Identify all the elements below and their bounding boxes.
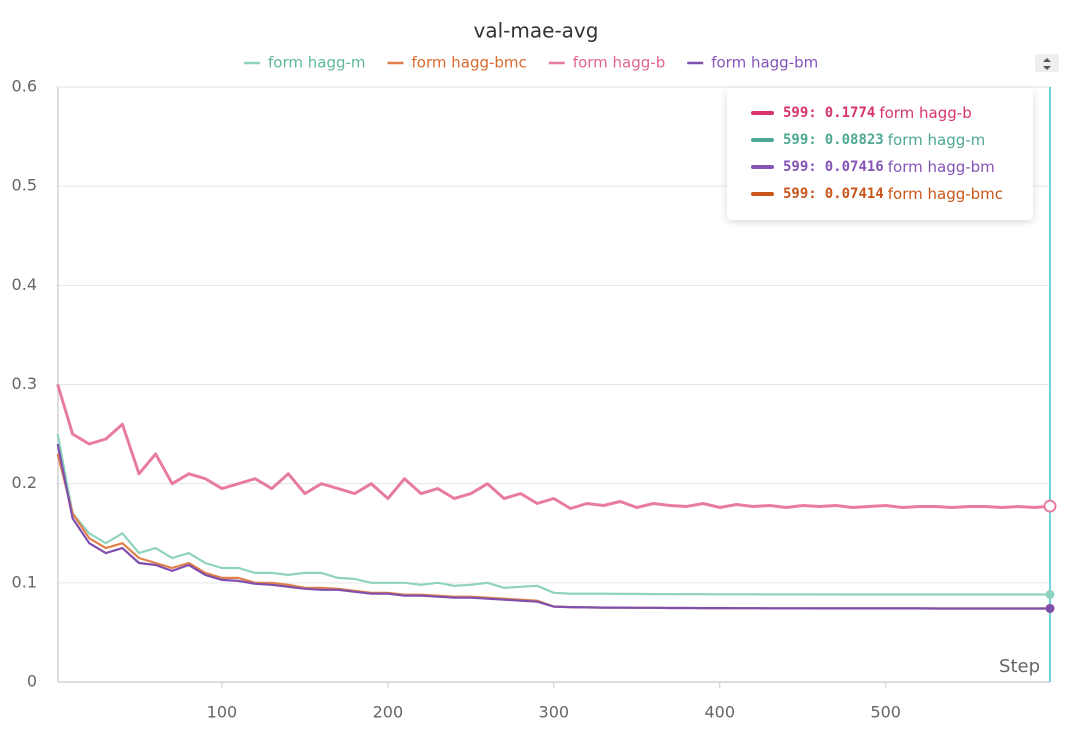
tooltip-name: form hagg-b — [879, 104, 971, 122]
legend-label: form hagg-m — [268, 54, 366, 72]
tooltip-value: 0.08823 — [825, 132, 884, 148]
series-line — [56, 433, 1050, 596]
scroll-icon — [1043, 58, 1051, 70]
x-tick-label: 100 — [207, 703, 238, 722]
y-tick-label: 0.1 — [12, 572, 37, 591]
x-tick-label: 300 — [539, 703, 570, 722]
tooltip-entry: 599: 0.08823 form hagg-m — [783, 131, 985, 149]
tooltip-value: 0.07416 — [825, 159, 884, 175]
tooltip-sep: : — [808, 186, 816, 202]
tooltip-step: 599 — [783, 132, 808, 148]
tooltip-entry: 599: 0.07416 form hagg-bm — [783, 158, 995, 176]
tooltip-sep: : — [808, 132, 816, 148]
legend-label: form hagg-bm — [711, 54, 818, 72]
tooltip-name: form hagg-bmc — [888, 185, 1003, 203]
tooltip-entry: 599: 0.07414 form hagg-bmc — [783, 185, 1003, 203]
tooltip-box — [727, 88, 1033, 220]
y-tick-label: 0 — [27, 672, 37, 691]
legend-scroll[interactable] — [1035, 54, 1059, 72]
tooltip-name: form hagg-bm — [888, 158, 995, 176]
legend-label: form hagg-b — [573, 54, 665, 72]
chart-title: val-mae-avg — [474, 19, 599, 43]
tooltip-entry: 599: 0.1774 form hagg-b — [783, 104, 972, 122]
tooltip-step: 599 — [783, 105, 808, 121]
y-tick-label: 0.6 — [12, 77, 37, 96]
tooltip-value: 0.1774 — [825, 105, 876, 121]
x-axis-label: Step — [999, 656, 1040, 677]
hover-point — [1045, 603, 1055, 613]
tooltip-name: form hagg-m — [888, 131, 986, 149]
series-line — [56, 443, 1050, 610]
legend-label: form hagg-bmc — [412, 54, 527, 72]
hover-point — [1043, 499, 1057, 513]
tooltip-value: 0.07414 — [825, 186, 884, 202]
series-line — [56, 384, 1051, 510]
hover-point — [1045, 590, 1055, 600]
series-line — [56, 453, 1050, 610]
y-tick-label: 0.5 — [12, 176, 37, 195]
tooltip-step: 599 — [783, 159, 808, 175]
y-tick-label: 0.4 — [12, 275, 37, 294]
tooltip-sep: : — [808, 105, 816, 121]
tooltip-step: 599 — [783, 186, 808, 202]
y-tick-label: 0.2 — [12, 473, 37, 492]
y-tick-label: 0.3 — [12, 374, 37, 393]
x-tick-label: 200 — [373, 703, 404, 722]
tooltip-sep: : — [808, 159, 816, 175]
x-tick-label: 500 — [870, 703, 901, 722]
x-tick-label: 400 — [704, 703, 735, 722]
